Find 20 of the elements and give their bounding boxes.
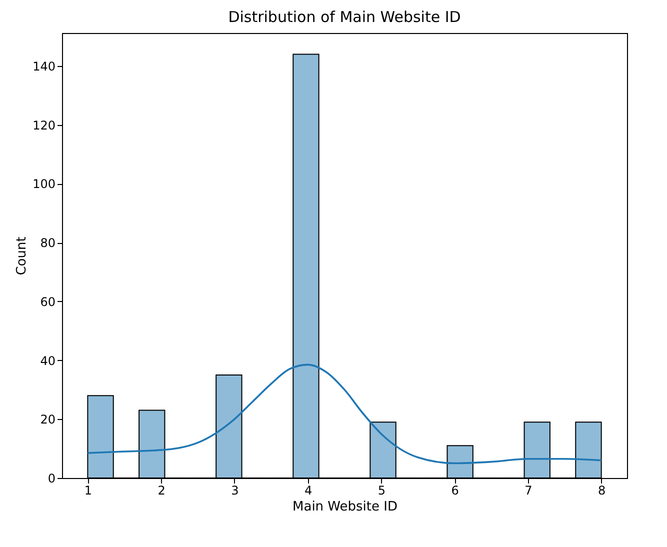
x-tick-label: 1	[84, 484, 92, 498]
y-tick-label: 120	[32, 118, 56, 132]
x-tick-label: 4	[304, 484, 312, 498]
y-tick-label: 140	[32, 59, 56, 74]
y-tick-label: 60	[40, 294, 56, 309]
x-tick-label: 3	[231, 484, 239, 498]
line-series	[86, 364, 602, 464]
y-tick-label: 0	[48, 472, 56, 486]
x-tick-label: 7	[524, 484, 532, 498]
y-tick-label: 20	[40, 412, 56, 427]
y-tick-label: 100	[32, 177, 56, 192]
y-tick-label: 80	[40, 236, 56, 250]
x-tick-label: 8	[598, 484, 606, 498]
chart-title: Distribution of Main Website ID	[228, 8, 461, 26]
x-tick-label: 2	[158, 484, 166, 498]
x-axis-title: Main Website ID	[292, 500, 398, 514]
x-tick-label: 5	[378, 484, 386, 498]
x-tick-label: 6	[451, 484, 459, 498]
y-axis-title: Count	[14, 236, 30, 276]
y-tick-label: 40	[40, 354, 56, 368]
